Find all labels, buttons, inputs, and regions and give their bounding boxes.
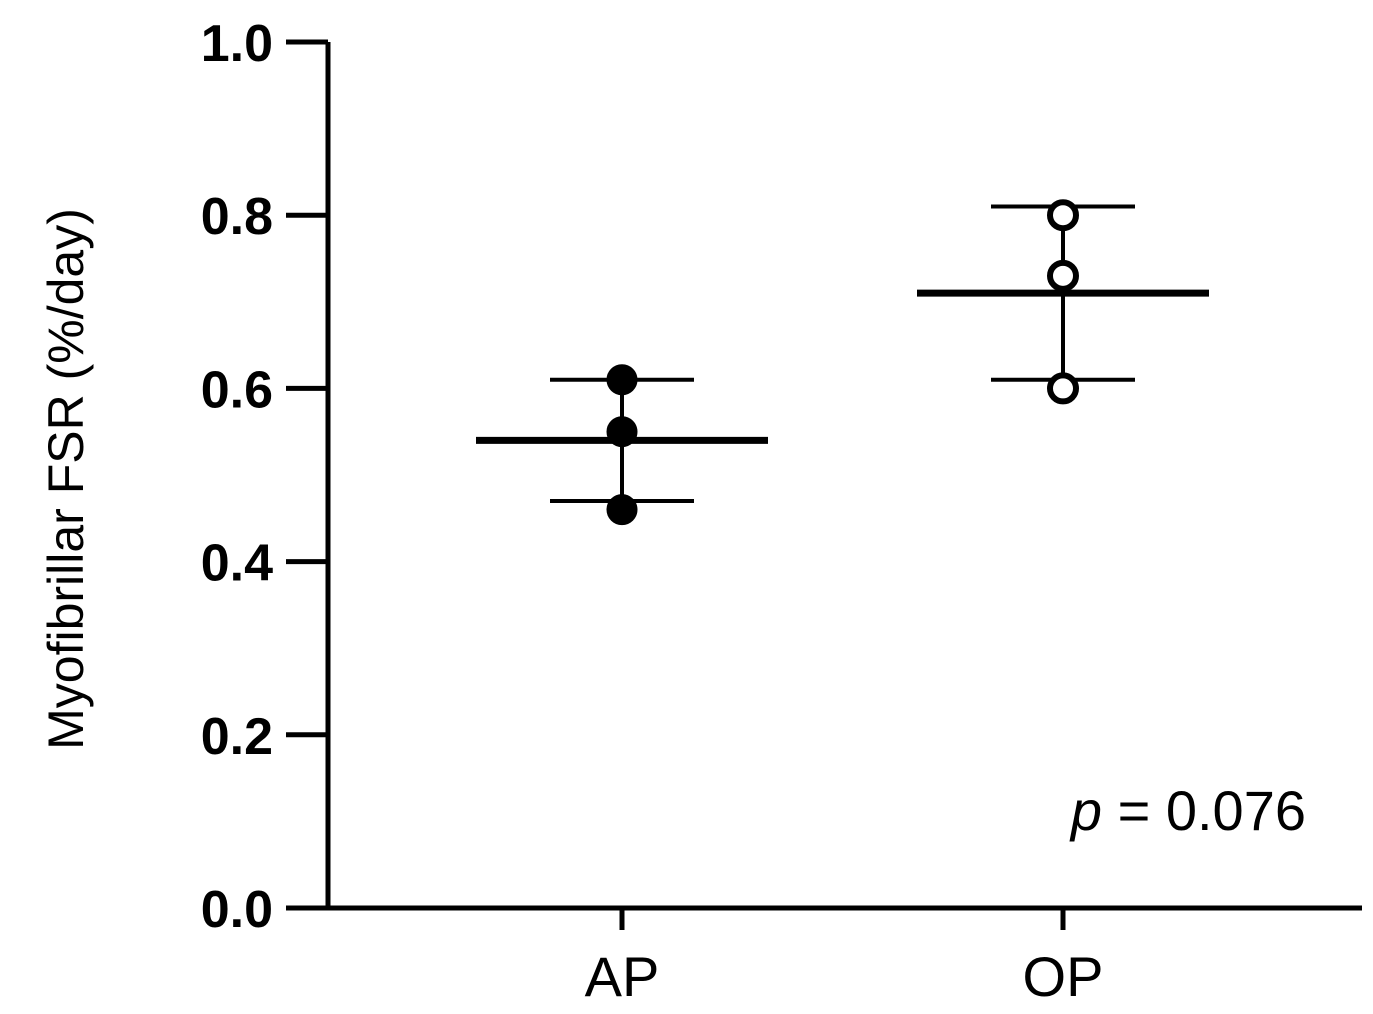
x-axis: AP OP — [325, 905, 1362, 1008]
y-tick-label-0.8: 0.8 — [201, 188, 273, 246]
p-value-annotation: p = 0.076 — [1069, 779, 1306, 842]
y-tick-label-0.0: 0.0 — [201, 881, 273, 939]
point-AP-3 — [606, 494, 638, 526]
point-OP-1 — [1047, 199, 1079, 232]
x-tick-label-OP: OP — [1023, 945, 1104, 1008]
point-OP-3 — [1047, 372, 1079, 405]
y-tick-label-0.2: 0.2 — [201, 708, 273, 766]
group-OP — [917, 199, 1209, 405]
group-AP — [476, 364, 768, 526]
point-AP-1 — [606, 364, 638, 396]
y-axis-label: Myofibrillar FSR (%/day) — [38, 208, 94, 750]
data-marks — [476, 199, 1209, 526]
y-axis: 0.0 0.2 0.4 0.6 0.8 1.0 — [201, 15, 331, 939]
y-tick-label-1.0: 1.0 — [201, 15, 273, 73]
y-tick-label-0.6: 0.6 — [201, 361, 273, 419]
point-AP-2 — [606, 416, 638, 448]
y-tick-label-0.4: 0.4 — [201, 535, 273, 593]
point-OP-2 — [1047, 259, 1079, 292]
x-tick-label-AP: AP — [585, 945, 660, 1008]
p-symbol: p — [1069, 779, 1102, 842]
p-value-text: = 0.076 — [1102, 779, 1306, 842]
